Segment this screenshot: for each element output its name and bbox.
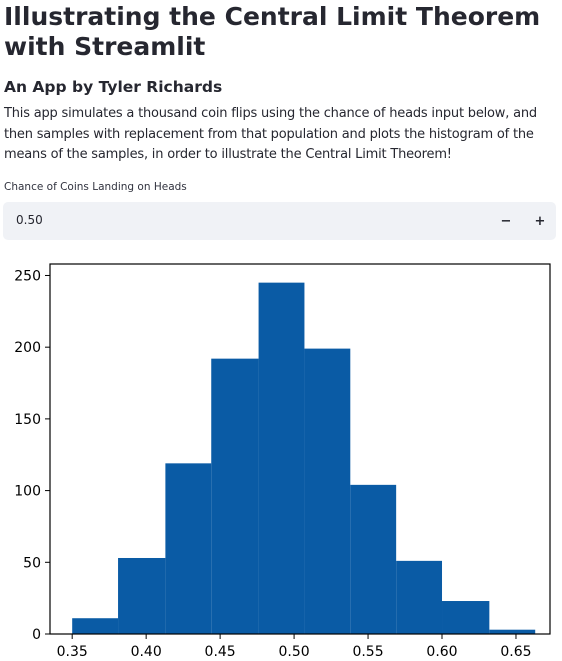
y-tick-label: 200 bbox=[14, 340, 41, 356]
histogram-bar bbox=[72, 618, 119, 634]
heads-chance-number-input[interactable]: 0.50 − + bbox=[3, 202, 556, 240]
x-tick-label: 0.65 bbox=[500, 644, 531, 660]
decrement-button[interactable]: − bbox=[493, 207, 519, 235]
x-tick-label: 0.45 bbox=[205, 644, 236, 660]
histogram-bar bbox=[258, 282, 305, 634]
x-tick-label: 0.40 bbox=[131, 644, 162, 660]
histogram-bar bbox=[304, 348, 351, 634]
x-tick-label: 0.35 bbox=[57, 644, 88, 660]
heads-chance-value[interactable]: 0.50 bbox=[16, 213, 43, 227]
histogram-bar bbox=[489, 629, 536, 634]
plot-frame bbox=[49, 263, 551, 635]
x-tick-label: 0.50 bbox=[278, 644, 309, 660]
histogram-bar bbox=[165, 463, 212, 634]
histogram-bar bbox=[350, 484, 397, 634]
histogram-chart: 0 50 100 150 200 250 0.35 0.40 0.45 0.50 0.55 0.60 0… bbox=[14, 263, 551, 660]
heads-chance-label: Chance of Coins Landing on Heads bbox=[4, 181, 187, 193]
histogram-bar bbox=[442, 601, 490, 634]
page-title: Illustrating the Central Limit Theorem w… bbox=[4, 2, 541, 61]
x-tick-label: 0.60 bbox=[426, 644, 457, 660]
y-tick-label: 250 bbox=[14, 268, 41, 284]
y-tick-label: 50 bbox=[23, 555, 41, 571]
y-tick-label: 150 bbox=[14, 412, 41, 428]
increment-button[interactable]: + bbox=[527, 207, 553, 235]
histogram-bar bbox=[396, 560, 443, 634]
page-subtitle: An App by Tyler Richards bbox=[4, 78, 223, 96]
y-tick-label: 100 bbox=[14, 484, 41, 500]
app-description: This app simulates a thousand coin flips… bbox=[4, 106, 537, 162]
histogram-bar bbox=[118, 557, 166, 634]
x-tick-label: 0.55 bbox=[352, 644, 383, 660]
histogram-bar bbox=[211, 358, 259, 634]
y-tick-label: 0 bbox=[32, 627, 41, 643]
